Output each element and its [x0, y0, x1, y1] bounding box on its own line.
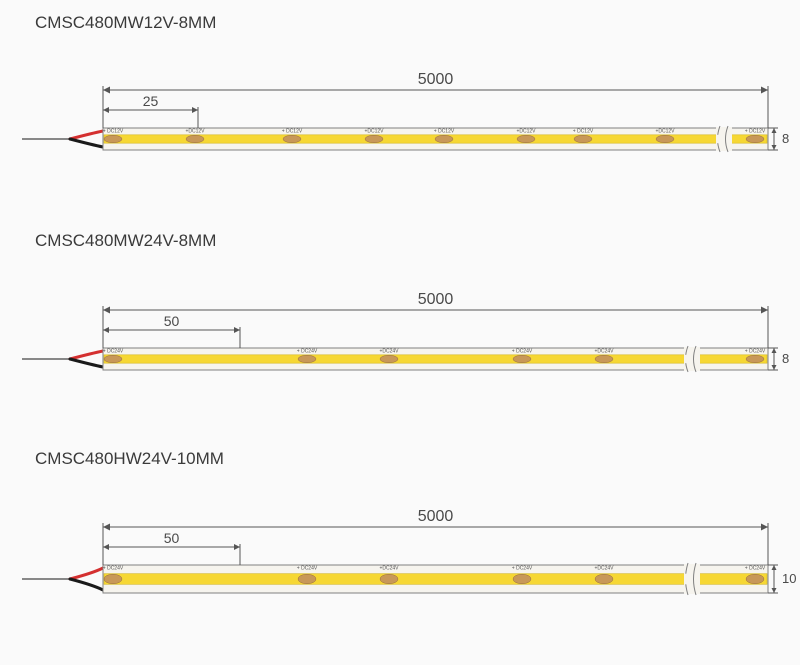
solder-pad — [595, 574, 613, 584]
height-label: 8 — [782, 131, 789, 146]
svg-text:+ DC24V: + DC24V — [297, 349, 318, 355]
height-label: 8 — [782, 351, 789, 366]
svg-text:+DC12V: +DC12V — [516, 129, 536, 135]
solder-pad — [298, 355, 316, 363]
svg-text:+DC24V: +DC24V — [379, 566, 399, 572]
strip-title: CMSC480HW24V-10MM — [35, 449, 224, 468]
solder-pad — [104, 135, 122, 143]
lead-wires — [22, 131, 103, 147]
svg-text:+DC24V: +DC24V — [594, 349, 614, 355]
svg-text:+ DC12V: + DC12V — [103, 129, 124, 135]
solder-pad — [513, 355, 531, 363]
solder-pad — [104, 355, 122, 363]
solder-pad — [380, 574, 398, 584]
svg-text:+DC12V: +DC12V — [185, 129, 205, 135]
cut-length-label: 50 — [164, 313, 180, 329]
solder-pad — [746, 355, 764, 363]
cut-length-label: 25 — [143, 93, 159, 109]
solder-pad — [186, 135, 204, 143]
solder-pad — [513, 574, 531, 584]
svg-text:+ DC24V: + DC24V — [745, 349, 766, 355]
solder-pad — [365, 135, 383, 143]
cob-band — [104, 355, 767, 363]
total-length-label: 5000 — [418, 291, 454, 308]
solder-pad — [656, 135, 674, 143]
height-label: 10 — [782, 571, 796, 586]
strip-title: CMSC480MW12V-8MM — [35, 13, 216, 32]
solder-pad — [746, 574, 764, 584]
total-length-label: 5000 — [418, 71, 454, 88]
solder-pad — [380, 355, 398, 363]
solder-pad — [574, 135, 592, 143]
svg-text:+ DC24V: + DC24V — [745, 566, 766, 572]
svg-text:+DC12V: +DC12V — [364, 129, 384, 135]
svg-text:+DC24V: +DC24V — [379, 349, 399, 355]
strip-title: CMSC480MW24V-8MM — [35, 231, 216, 250]
solder-pad — [435, 135, 453, 143]
solder-pad — [104, 574, 122, 584]
led-strip-diagram: CMSC480HW24V-10MM + DC24V + DC24V +DC24V + D… — [22, 449, 796, 595]
led-strip-diagram: CMSC480MW24V-8MM + DC24V + DC24V +DC24V + DC… — [22, 231, 789, 372]
lead-wires — [22, 351, 103, 367]
lead-wires — [22, 568, 103, 590]
svg-text:+ DC24V: + DC24V — [297, 566, 318, 572]
svg-text:+ DC24V: + DC24V — [103, 566, 124, 572]
cut-length-label: 50 — [164, 530, 180, 546]
cob-band — [104, 574, 767, 585]
svg-text:+ DC24V: + DC24V — [512, 349, 533, 355]
svg-text:+ DC24V: + DC24V — [103, 349, 124, 355]
svg-text:+ DC12V: + DC12V — [282, 129, 303, 135]
svg-text:+ DC12V: + DC12V — [434, 129, 455, 135]
svg-text:+ DC12V: + DC12V — [745, 129, 766, 135]
total-length-label: 5000 — [418, 508, 454, 525]
svg-text:+ DC12V: + DC12V — [573, 129, 594, 135]
solder-pad — [595, 355, 613, 363]
svg-text:+DC12V: +DC12V — [655, 129, 675, 135]
solder-pad — [746, 135, 764, 143]
svg-text:+ DC24V: + DC24V — [512, 566, 533, 572]
solder-pad — [517, 135, 535, 143]
led-strip-diagram: CMSC480MW12V-8MM + DC12V +DC12V + DC12V +DC1… — [22, 13, 789, 152]
solder-pad — [283, 135, 301, 143]
svg-text:+DC24V: +DC24V — [594, 566, 614, 572]
technical-diagram: CMSC480MW12V-8MM + DC12V +DC12V + DC12V +DC1… — [0, 0, 800, 660]
solder-pad — [298, 574, 316, 584]
